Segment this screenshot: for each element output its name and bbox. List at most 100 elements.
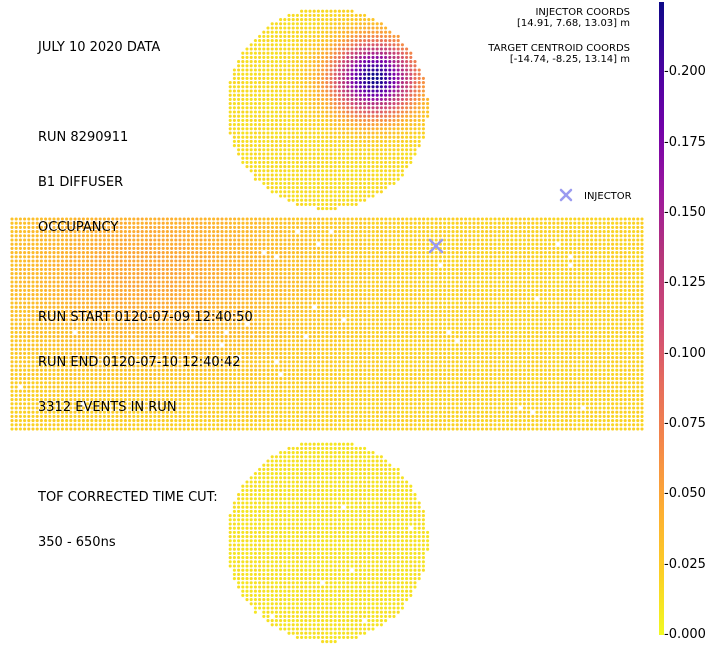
- top-cap-pmt-point: [321, 55, 325, 59]
- barrel-pmt-point: [472, 284, 476, 288]
- barrel-pmt-point: [291, 230, 295, 234]
- barrel-pmt-point: [98, 230, 102, 234]
- barrel-pmt-point: [564, 288, 568, 292]
- top-cap-pmt-point: [329, 194, 333, 198]
- top-cap-pmt-point: [358, 181, 362, 185]
- barrel-pmt-point: [581, 297, 585, 301]
- barrel-pmt-point: [102, 217, 106, 221]
- top-cap-pmt-point: [287, 186, 291, 190]
- barrel-pmt-point: [31, 234, 35, 238]
- barrel-pmt-point: [417, 276, 421, 280]
- barrel-pmt-point: [480, 301, 484, 305]
- barrel-pmt-point: [514, 251, 518, 255]
- top-cap-pmt-point: [396, 165, 400, 169]
- top-cap-pmt-point: [321, 43, 325, 47]
- barrel-pmt-point: [363, 234, 367, 238]
- barrel-pmt-point: [384, 272, 388, 276]
- top-cap-pmt-point: [358, 148, 362, 152]
- barrel-pmt-point: [585, 284, 589, 288]
- top-cap-pmt-point: [421, 85, 425, 89]
- top-cap-pmt-point: [413, 114, 417, 118]
- barrel-pmt-point: [157, 230, 161, 234]
- top-cap-pmt-point: [300, 194, 304, 198]
- barrel-pmt-point: [69, 259, 73, 263]
- barrel-pmt-point: [627, 297, 631, 301]
- barrel-pmt-point: [409, 293, 413, 297]
- top-cap-pmt-point: [371, 177, 375, 181]
- barrel-pmt-point: [73, 255, 77, 259]
- barrel-pmt-point: [611, 238, 615, 242]
- barrel-pmt-point: [291, 297, 295, 301]
- barrel-pmt-point: [60, 230, 64, 234]
- top-cap-pmt-point: [262, 76, 266, 80]
- top-cap-pmt-point: [388, 148, 392, 152]
- top-cap-pmt-point: [358, 169, 362, 173]
- top-cap-pmt-point: [367, 123, 371, 127]
- barrel-pmt-point: [186, 217, 190, 221]
- barrel-pmt-point: [611, 259, 615, 263]
- top-cap-pmt-point: [237, 148, 241, 152]
- barrel-pmt-point: [426, 234, 430, 238]
- barrel-pmt-point: [627, 280, 631, 284]
- barrel-pmt-point: [48, 259, 52, 263]
- barrel-pmt-point: [388, 293, 392, 297]
- barrel-pmt-point: [590, 225, 594, 229]
- barrel-pmt-point: [237, 225, 241, 229]
- barrel-pmt-point: [388, 221, 392, 225]
- barrel-pmt-point: [207, 259, 211, 263]
- barrel-pmt-point: [640, 246, 644, 250]
- barrel-pmt-point: [548, 230, 552, 234]
- barrel-pmt-point: [308, 267, 312, 271]
- barrel-pmt-point: [350, 263, 354, 267]
- top-cap-pmt-point: [312, 9, 316, 13]
- barrel-pmt-point: [94, 255, 98, 259]
- barrel-pmt-point: [506, 280, 510, 284]
- barrel-pmt-point: [304, 242, 308, 246]
- barrel-pmt-point: [287, 221, 291, 225]
- barrel-pmt-point: [228, 234, 232, 238]
- top-cap-pmt-point: [274, 173, 278, 177]
- top-cap-pmt-point: [304, 68, 308, 72]
- barrel-pmt-point: [224, 255, 228, 259]
- barrel-pmt-point: [363, 246, 367, 250]
- barrel-pmt-point: [590, 234, 594, 238]
- barrel-pmt-point: [489, 263, 493, 267]
- top-cap-pmt-point: [329, 102, 333, 106]
- barrel-pmt-point: [619, 272, 623, 276]
- barrel-pmt-point: [510, 230, 514, 234]
- top-cap-pmt-point: [274, 160, 278, 164]
- top-cap-pmt-point: [253, 60, 257, 64]
- barrel-pmt-point: [615, 263, 619, 267]
- top-cap-pmt-point: [350, 68, 354, 72]
- top-cap-pmt-point: [400, 131, 404, 135]
- barrel-pmt-point: [287, 259, 291, 263]
- barrel-pmt-point: [577, 230, 581, 234]
- top-cap-pmt-point: [304, 202, 308, 206]
- barrel-pmt-point: [380, 221, 384, 225]
- top-cap-pmt-point: [312, 60, 316, 64]
- barrel-pmt-point: [283, 280, 287, 284]
- barrel-pmt-point: [300, 251, 304, 255]
- top-cap-pmt-point: [329, 207, 333, 211]
- barrel-pmt-point: [262, 242, 266, 246]
- top-cap-pmt-point: [266, 173, 270, 177]
- top-cap-pmt-point: [266, 118, 270, 122]
- top-cap-pmt-point: [325, 102, 329, 106]
- top-cap-pmt-point: [329, 39, 333, 43]
- top-cap-pmt-point: [354, 169, 358, 173]
- top-cap-pmt-point: [371, 131, 375, 135]
- barrel-pmt-point: [422, 267, 426, 271]
- top-cap-pmt-point: [308, 160, 312, 164]
- barrel-pmt-point: [300, 276, 304, 280]
- top-cap-pmt-point: [279, 139, 283, 143]
- barrel-pmt-point: [556, 234, 560, 238]
- barrel-pmt-point: [144, 246, 148, 250]
- barrel-pmt-point: [216, 246, 220, 250]
- barrel-pmt-point: [329, 251, 333, 255]
- top-cap-pmt-point: [337, 152, 341, 156]
- top-cap-pmt-point: [379, 186, 383, 190]
- barrel-pmt-point: [598, 234, 602, 238]
- barrel-pmt-point: [115, 263, 119, 267]
- top-cap-pmt-point: [232, 106, 236, 110]
- barrel-pmt-point: [23, 230, 27, 234]
